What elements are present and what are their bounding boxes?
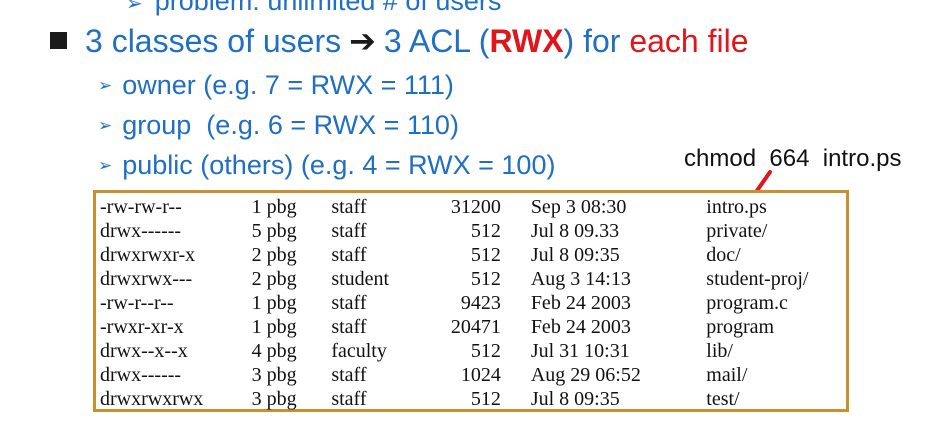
table-row: drwxrwx--- 2 pbg student 512 Aug 3 14:13 stud… [100,267,846,291]
cell-perm: drwxrwx--- [100,268,193,290]
bullet-arrow-icon: ➢ [98,76,113,95]
main-bullet-part2: 3 ACL ( [383,23,490,59]
sub-bullet-group: ➢ group (e.g. 6 = RWX = 110) [98,110,459,141]
cell-group: staff [331,220,367,242]
bullet-arrow-icon: ➢ [98,156,113,175]
bullet-arrow-icon: ➢ [98,116,113,135]
table-row: -rwxr-xr-x 1 pbg staff 20471 Feb 24 2003 prog… [100,315,846,339]
cell-links: 2 pbg [251,244,297,266]
cell-links: 3 pbg [251,364,297,386]
cell-links: 1 pbg [251,196,297,218]
chmod-annotation: chmod 664 intro.ps [684,145,902,172]
cell-size: 20471 [450,316,501,338]
table-row: drwx------ 5 pbg staff 512 Jul 8 09.33 privat… [100,219,846,243]
cell-links: 3 pbg [251,388,297,410]
cell-perm: -rw-r--r-- [100,292,174,314]
cell-date: Feb 24 2003 [530,316,631,338]
cell-name: doc/ [706,244,741,266]
cell-size: 1024 [460,364,501,386]
cell-date: Jul 31 10:31 [530,340,630,362]
cell-group: student [331,268,390,290]
table-row: drwx--x--x 4 pbg faculty 512 Jul 31 10:31 lib… [100,339,846,363]
cell-date: Aug 3 14:13 [530,268,631,290]
cut-off-bullet: ➢ problem: unlimited # of users [126,0,501,17]
cell-perm: drwxrwxr-x [100,244,196,266]
table-row: drwxrwxrwx 3 pbg staff 512 Jul 8 09:35 test/ [100,387,846,411]
table-row: drwxrwxr-x 2 pbg staff 512 Jul 8 09:35 doc/ [100,243,846,267]
cell-name: mail/ [706,364,748,386]
cell-group: staff [331,244,367,266]
cell-links: 4 pbg [251,340,297,362]
cell-size: 512 [470,340,501,362]
cell-size: 512 [470,220,501,242]
cell-size: 512 [470,268,501,290]
main-bullet: 3 classes of users ➔ 3 ACL (RWX) for each … [50,22,749,60]
table-row: drwx------ 3 pbg staff 1024 Aug 29 06:52 mail… [100,363,846,387]
sub-bullet-text: group (e.g. 6 = RWX = 110) [122,110,459,140]
cell-group: staff [331,196,367,218]
rwx-highlight: RWX [489,23,564,59]
table-row: -rw-r--r-- 1 pbg staff 9423 Feb 24 2003 progr… [100,291,846,315]
listing-table: -rw-rw-r-- 1 pbg staff 31200 Sep 3 08:30 intr… [100,195,846,411]
cell-perm: drwx------ [100,220,182,242]
cell-group: staff [331,316,367,338]
cell-size: 512 [470,244,501,266]
cell-perm: -rw-rw-r-- [100,196,182,218]
cell-name: program.c [706,292,788,314]
cell-group: staff [331,388,367,410]
cell-size: 9423 [460,292,501,314]
cell-group: staff [331,292,367,314]
sub-bullet-owner: ➢ owner (e.g. 7 = RWX = 111) [98,70,454,101]
right-arrow-icon: ➔ [349,23,376,59]
cell-date: Aug 29 06:52 [530,364,641,386]
square-bullet-icon [50,32,67,49]
sub-bullet-text: owner (e.g. 7 = RWX = 111) [122,70,454,100]
cell-date: Jul 8 09:35 [530,244,620,266]
cell-group: faculty [331,340,387,362]
table-row: -rw-rw-r-- 1 pbg staff 31200 Sep 3 08:30 intr… [100,195,846,219]
cell-date: Jul 8 09:35 [530,388,620,410]
cell-date: Jul 8 09.33 [530,220,620,242]
cell-size: 512 [470,388,501,410]
cell-name: private/ [706,220,768,242]
cell-perm: drwx--x--x [100,340,188,362]
cell-name: program [706,316,775,338]
cell-links: 1 pbg [251,316,297,338]
bullet-arrow-icon: ➢ [126,0,143,15]
sub-bullet-text: public (others) (e.g. 4 = RWX = 100) [122,150,556,180]
cell-group: staff [331,364,367,386]
footer-strip [0,413,942,422]
cell-perm: drwx------ [100,364,182,386]
cell-date: Sep 3 08:30 [530,196,627,218]
sub-bullet-public: ➢ public (others) (e.g. 4 = RWX = 100) [98,150,555,181]
each-file-highlight: each file [629,23,749,59]
cell-size: 31200 [450,196,501,218]
main-bullet-part3: ) for [563,23,630,59]
cell-date: Feb 24 2003 [530,292,631,314]
cell-name: intro.ps [706,196,767,218]
cell-links: 1 pbg [251,292,297,314]
directory-listing: -rw-rw-r-- 1 pbg staff 31200 Sep 3 08:30 intr… [93,190,849,412]
main-bullet-part1: 3 classes of users [85,23,342,59]
cell-perm: drwxrwxrwx [100,388,204,410]
cut-off-bullet-text: problem: unlimited # of users [154,0,502,16]
cell-name: lib/ [706,340,733,362]
cell-name: student-proj/ [706,268,809,290]
cell-links: 5 pbg [251,220,297,242]
cell-name: test/ [706,388,740,410]
cell-perm: -rwxr-xr-x [100,316,184,338]
cell-links: 2 pbg [251,268,297,290]
